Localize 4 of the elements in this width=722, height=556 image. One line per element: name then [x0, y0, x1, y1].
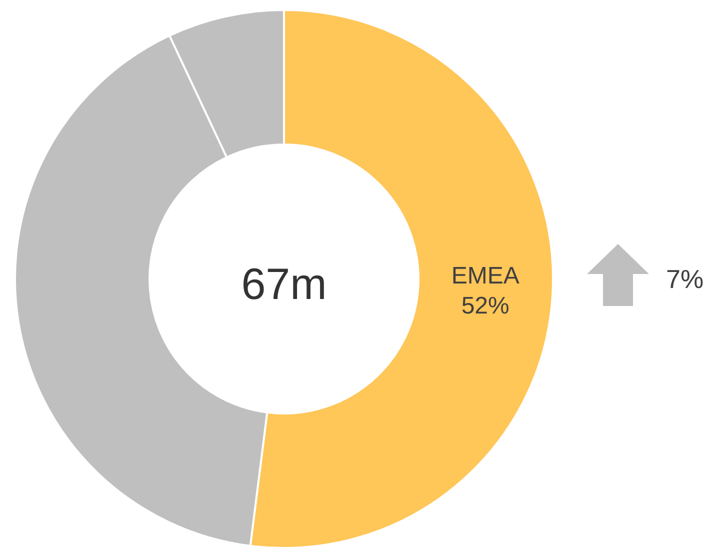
data-label: 52% — [461, 292, 510, 320]
text: 67m — [241, 260, 327, 310]
slice-label: EMEA — [451, 262, 520, 290]
text: 7% — [666, 264, 704, 295]
